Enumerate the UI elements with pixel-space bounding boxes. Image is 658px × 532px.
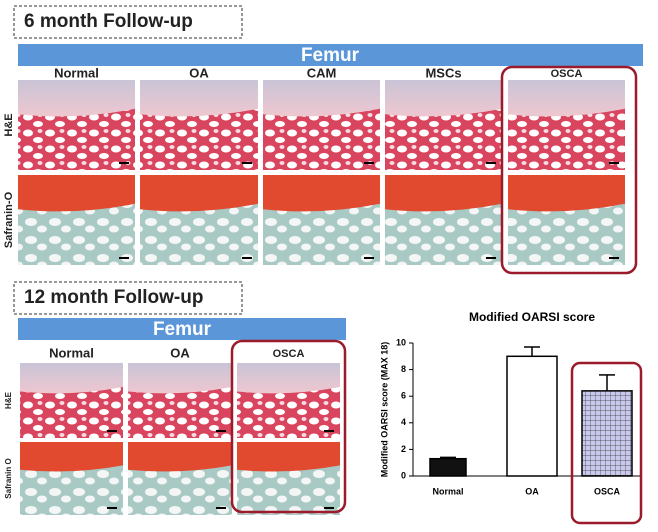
x-tick-label: OSCA xyxy=(594,486,621,496)
cartilage xyxy=(18,80,135,117)
column-label: Normal xyxy=(49,345,94,360)
bone-label: Femur xyxy=(301,45,360,66)
row-label: Safranin-O xyxy=(3,191,15,248)
panel-title: 6 month Follow-up xyxy=(24,11,193,32)
column-label: OSCA xyxy=(551,68,583,80)
y-tick-label: 0 xyxy=(401,470,406,480)
cartilage xyxy=(140,175,258,212)
y-tick-label: 6 xyxy=(401,391,406,401)
row-label: H&E xyxy=(4,391,13,409)
cartilage xyxy=(20,363,123,394)
column-label: OSCA xyxy=(273,348,305,360)
bar xyxy=(429,457,467,477)
cartilage xyxy=(128,442,232,472)
cartilage xyxy=(140,80,258,117)
title-box xyxy=(13,5,243,39)
column-label: Normal xyxy=(54,65,99,80)
y-tick-label: 4 xyxy=(401,417,406,427)
cartilage xyxy=(20,442,123,472)
panel-title: 12 month Follow-up xyxy=(24,287,203,308)
cartilage xyxy=(263,80,380,117)
bar xyxy=(581,390,633,477)
highlight-box xyxy=(570,361,643,525)
cartilage xyxy=(385,80,502,117)
column-label: OA xyxy=(189,65,209,80)
row-label: H&E xyxy=(3,113,15,136)
bone-label: Femur xyxy=(153,319,212,340)
row-label: Safranin O xyxy=(4,458,13,498)
cartilage xyxy=(237,442,340,472)
cartilage xyxy=(128,363,232,394)
cartilage xyxy=(508,80,625,117)
y-axis-label: Modified OARSI score (MAX 18) xyxy=(379,342,389,478)
y-tick-label: 2 xyxy=(401,444,406,454)
highlight-box xyxy=(500,65,638,275)
column-label: OA xyxy=(170,345,190,360)
cartilage xyxy=(385,175,502,212)
cartilage xyxy=(508,175,625,212)
cartilage xyxy=(18,175,135,212)
column-label: MSCs xyxy=(425,65,461,80)
cartilage xyxy=(237,363,340,394)
bone-bar xyxy=(18,318,346,340)
y-tick-label: 10 xyxy=(396,337,406,347)
y-tick-label: 8 xyxy=(401,364,406,374)
bar xyxy=(506,355,558,477)
highlight-box xyxy=(230,339,347,514)
title-box xyxy=(13,281,243,315)
x-tick-label: Normal xyxy=(432,486,463,496)
column-label: CAM xyxy=(307,65,337,80)
x-tick-label: OA xyxy=(525,486,539,496)
chart-title: Modified OARSI score xyxy=(469,310,595,324)
bone-bar xyxy=(18,44,643,66)
cartilage xyxy=(263,175,380,212)
